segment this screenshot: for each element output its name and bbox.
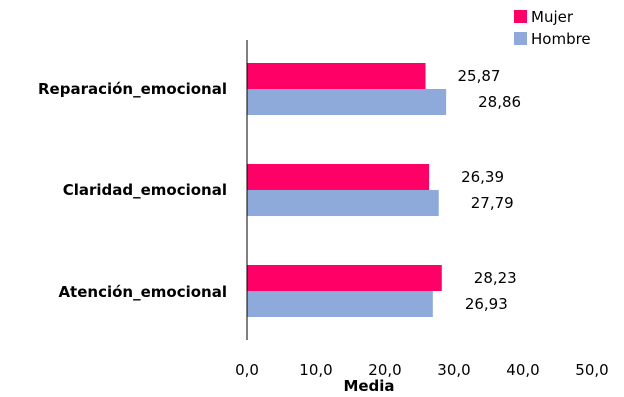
x-tick-label: 30,0 (437, 361, 470, 379)
legend-label-hombre: Hombre (531, 30, 591, 48)
data-label: 25,87 (458, 67, 501, 85)
bar-mujer (247, 164, 430, 190)
x-tick-label: 50,0 (575, 361, 608, 379)
x-tick-label: 20,0 (368, 361, 401, 379)
bar-mujer (247, 265, 442, 291)
x-axis-title: Media (343, 377, 394, 395)
category-label-claridad: Claridad_emocional (63, 181, 227, 199)
data-label: 26,93 (465, 295, 508, 313)
bar-hombre (247, 291, 433, 317)
legend-swatch-mujer (514, 10, 527, 23)
data-label: 27,79 (471, 194, 514, 212)
bar-hombre (247, 89, 447, 115)
x-tick-labels: 0,0 10,0 20,0 30,0 40,0 50,0 (235, 361, 609, 379)
legend: Mujer Hombre (514, 8, 591, 48)
data-label: 28,86 (478, 93, 521, 111)
x-tick-label: 10,0 (299, 361, 332, 379)
legend-swatch-hombre (514, 32, 527, 45)
category-label-atencion: Atención_emocional (58, 283, 227, 301)
x-tick-label: 0,0 (235, 361, 259, 379)
bar-mujer (247, 63, 426, 89)
bars-group: 25,87 28,86 26,39 27,79 28,23 26,93 (247, 63, 521, 317)
data-label: 28,23 (474, 269, 517, 287)
legend-label-mujer: Mujer (531, 8, 574, 26)
category-label-reparacion: Reparación_emocional (38, 80, 227, 98)
x-tick-label: 40,0 (506, 361, 539, 379)
data-label: 26,39 (461, 168, 504, 186)
bar-hombre (247, 190, 439, 216)
